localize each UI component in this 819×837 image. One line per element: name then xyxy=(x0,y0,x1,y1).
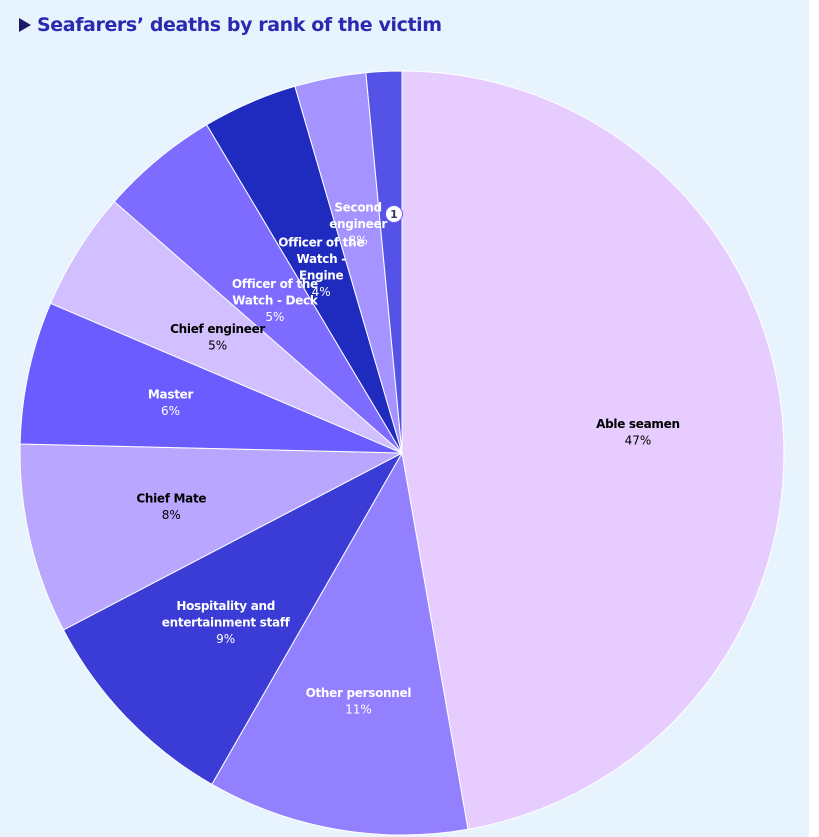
chart-title: Seafarers’ deaths by rank of the victim xyxy=(37,14,442,36)
slice-label: Hospitality and entertainment staff 9% xyxy=(162,599,291,646)
slice-label: Other personnel 11% xyxy=(306,686,412,717)
slice-value-label: 3% xyxy=(349,234,368,248)
slice-value-label: 5% xyxy=(265,310,284,324)
slice-label: Chief Mate 8% xyxy=(136,492,206,523)
slice-label: Chief engineer 5% xyxy=(170,322,266,353)
slice-label: Second engineer 3% xyxy=(329,201,387,248)
chart-title-toggle[interactable]: Seafarers’ deaths by rank of the victim xyxy=(19,14,442,36)
pie-slice-chief-mate[interactable] xyxy=(19,443,403,631)
slice-name-label: Officer of the xyxy=(278,236,364,250)
slice-name-label: entertainment staff xyxy=(162,615,291,629)
slice-value-label: 11% xyxy=(345,703,372,717)
slice-label: Able seamen 47% xyxy=(596,417,680,448)
slice-name-label: Second xyxy=(334,201,381,215)
pie-slice-other-personnel[interactable] xyxy=(211,451,469,836)
pie-slices xyxy=(19,70,785,836)
play-triangle-icon xyxy=(19,18,31,32)
pie-slice-unlabeled[interactable] xyxy=(365,70,403,454)
slice-name-label: Other personnel xyxy=(306,686,412,700)
slice-name-label: Engine xyxy=(299,269,343,283)
slice-value-label: 8% xyxy=(162,508,181,522)
annotation-badge-label: 1 xyxy=(390,208,398,221)
slice-name-label: Chief engineer xyxy=(170,322,265,336)
pie-slice-able-seamen[interactable] xyxy=(401,70,785,830)
slice-name-label: Able seamen xyxy=(596,417,680,431)
slice-value-label: 4% xyxy=(312,285,331,299)
slice-name-label: Officer of the xyxy=(232,277,318,291)
slice-name-label: engineer xyxy=(329,217,387,231)
pie-slice-hospitality-and-entertainment-staff[interactable] xyxy=(62,451,404,786)
pie-slice-master[interactable] xyxy=(19,302,403,454)
slice-label: Master 6% xyxy=(148,388,194,419)
slice-value-label: 9% xyxy=(216,632,235,646)
slice-value-label: 5% xyxy=(208,339,227,353)
slice-name-label: Watch - Deck xyxy=(232,293,319,307)
pie-annotations: 1 xyxy=(385,205,403,223)
slice-value-label: 47% xyxy=(625,434,652,448)
slice-name-label: Master xyxy=(148,388,194,402)
slice-name-label: Watch - xyxy=(297,252,347,266)
slice-name-label: Chief Mate xyxy=(136,492,206,506)
pie-labels: Able seamen 47% Other personnel 11% Hospital… xyxy=(136,201,680,717)
slice-label: Officer of the Watch - Engine 4% xyxy=(278,236,364,300)
annotation-badge[interactable] xyxy=(385,205,403,223)
slice-value-label: 6% xyxy=(161,404,180,418)
slice-name-label: Hospitality and xyxy=(176,599,275,613)
slice-label: Officer of the Watch - Deck 5% xyxy=(232,277,319,324)
